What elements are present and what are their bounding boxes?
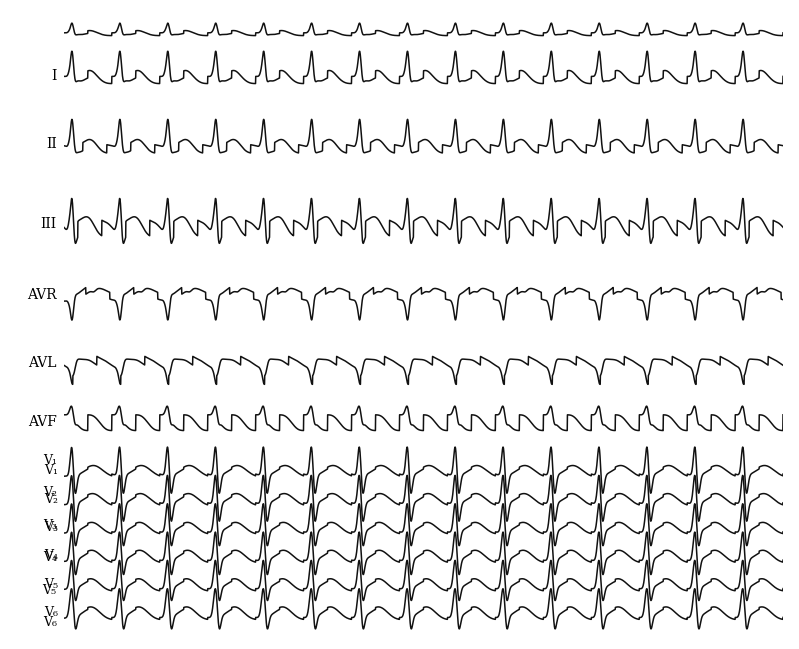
Text: V₃: V₃ [44,521,58,534]
Text: I: I [51,69,57,83]
Text: AVR: AVR [27,288,57,302]
Text: AVF: AVF [28,415,57,429]
Text: V₆: V₆ [44,606,58,619]
Text: III: III [41,217,57,230]
Text: V₃: V₃ [42,519,57,532]
Text: V₅: V₅ [44,578,58,591]
Text: V₂: V₂ [42,486,57,499]
Text: V₄: V₄ [44,549,58,562]
Text: V₁: V₁ [42,454,57,467]
Text: V₅: V₅ [42,584,57,597]
Text: V₁: V₁ [44,464,58,477]
Text: AVL: AVL [28,356,57,371]
Text: II: II [46,138,57,151]
Text: V₆: V₆ [42,617,57,630]
Text: V₂: V₂ [44,493,58,506]
Text: V₄: V₄ [42,552,57,565]
